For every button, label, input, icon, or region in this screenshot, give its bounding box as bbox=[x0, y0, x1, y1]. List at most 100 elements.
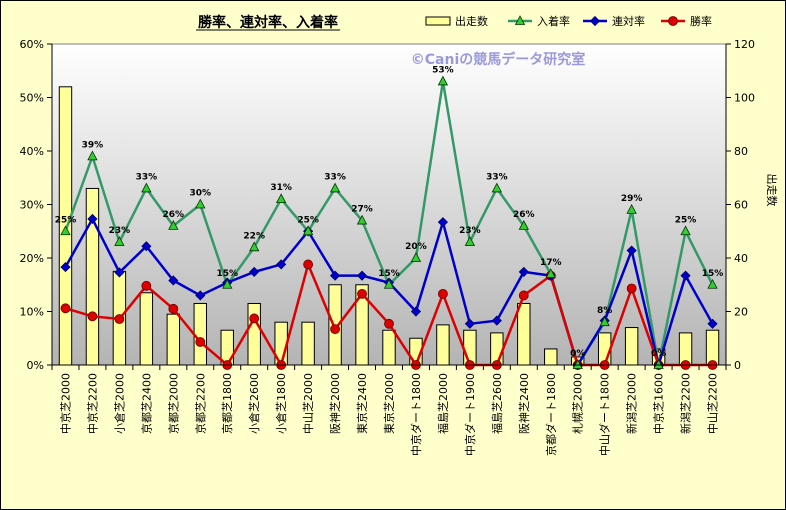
point bbox=[60, 225, 71, 236]
point bbox=[330, 270, 341, 281]
data-label: 25% bbox=[675, 215, 697, 225]
point bbox=[491, 182, 503, 193]
data-labels: 25% 39% 23% 33% 26% 30% 15% 22% 31% 25% 33% 27% 15% 2… bbox=[55, 65, 724, 359]
bar bbox=[705, 329, 720, 366]
x-tick-label: 新潟芝2200 bbox=[679, 373, 693, 434]
point bbox=[589, 15, 601, 27]
y2-tick-label: 60 bbox=[734, 199, 748, 212]
line-markers bbox=[60, 75, 718, 371]
point bbox=[464, 236, 476, 246]
point bbox=[668, 16, 678, 26]
chart-title: 勝率、連対率、入着率 bbox=[198, 14, 338, 31]
data-label: 26% bbox=[163, 210, 185, 220]
point bbox=[141, 182, 152, 193]
point bbox=[518, 220, 529, 230]
axes: 0% 10% 20% 30% 40% 50% 60% 0 20 40 60 80 100 120 中京芝20… bbox=[20, 38, 755, 456]
bar bbox=[139, 292, 154, 366]
data-label: 29% bbox=[621, 194, 643, 204]
point bbox=[707, 278, 718, 289]
x-tick-label: 中京芝1600 bbox=[652, 373, 666, 434]
point bbox=[60, 262, 71, 273]
data-label: 0% bbox=[570, 349, 585, 359]
x-tick-label: 東京芝2000 bbox=[382, 373, 396, 434]
data-label: 26% bbox=[513, 210, 535, 220]
bar-series bbox=[58, 86, 720, 366]
y-tick-label: 50% bbox=[20, 92, 44, 105]
data-label: 20% bbox=[405, 242, 427, 252]
legend-label: 勝率 bbox=[690, 14, 712, 28]
point bbox=[168, 220, 179, 230]
point bbox=[195, 290, 206, 301]
x-tick-label: 中山ダート1800 bbox=[598, 373, 612, 456]
point bbox=[222, 278, 233, 289]
point bbox=[168, 303, 179, 314]
point bbox=[141, 280, 152, 291]
x-tick-label: 京都ダート1800 bbox=[544, 373, 558, 456]
point bbox=[653, 359, 664, 369]
point bbox=[276, 259, 287, 270]
data-label: 0% bbox=[651, 349, 666, 359]
point bbox=[384, 318, 394, 329]
point bbox=[438, 288, 448, 299]
y-tick-label: 40% bbox=[20, 145, 44, 158]
legend: 出走数 入着率 連対率 勝率 bbox=[425, 14, 712, 28]
x-tick-label: 阪神芝2400 bbox=[517, 373, 531, 434]
data-label: 23% bbox=[459, 226, 481, 236]
point bbox=[626, 245, 637, 256]
data-label: 15% bbox=[702, 269, 724, 279]
y2-axis-title: 出走数 bbox=[765, 174, 779, 207]
point bbox=[464, 318, 475, 329]
x-tick-label: 京都芝2000 bbox=[166, 373, 180, 434]
point bbox=[329, 182, 341, 193]
y2-tick-label: 40 bbox=[734, 252, 748, 265]
data-label: 15% bbox=[378, 269, 400, 279]
point bbox=[437, 217, 448, 228]
point bbox=[626, 283, 637, 294]
point bbox=[87, 311, 98, 322]
data-label: 8% bbox=[597, 306, 612, 316]
point bbox=[514, 15, 526, 25]
x-tick-label: 阪神芝2000 bbox=[328, 373, 342, 434]
point bbox=[303, 259, 314, 270]
point bbox=[491, 315, 502, 326]
point bbox=[545, 268, 556, 278]
data-label: 33% bbox=[486, 172, 508, 182]
point bbox=[87, 213, 98, 225]
point bbox=[249, 313, 260, 324]
point bbox=[114, 314, 125, 324]
data-label: 33% bbox=[136, 172, 158, 182]
y-tick-label: 20% bbox=[20, 252, 44, 265]
data-label: 53% bbox=[432, 65, 454, 75]
x-tick-label: 京都芝1800 bbox=[220, 373, 234, 434]
point bbox=[302, 225, 314, 236]
y2-tick-label: 20 bbox=[734, 306, 748, 319]
point bbox=[330, 324, 340, 335]
point bbox=[168, 275, 179, 286]
x-tick-label: 新潟芝2000 bbox=[625, 373, 639, 434]
point bbox=[518, 266, 529, 277]
x-tick-label: 中京ダート1900 bbox=[463, 373, 477, 456]
point bbox=[680, 270, 691, 281]
data-label: 31% bbox=[270, 183, 292, 193]
y-tick-label: 10% bbox=[20, 306, 44, 319]
point bbox=[572, 359, 583, 369]
point bbox=[383, 278, 395, 289]
point bbox=[275, 193, 287, 204]
point bbox=[356, 270, 368, 281]
plot-area bbox=[51, 43, 727, 366]
legend-label: 連対率 bbox=[612, 14, 645, 28]
point bbox=[195, 337, 206, 347]
point bbox=[114, 267, 125, 278]
data-label: 27% bbox=[351, 205, 373, 215]
data-label: 39% bbox=[82, 140, 104, 150]
bar bbox=[301, 321, 315, 366]
data-label: 17% bbox=[540, 258, 562, 268]
x-tick-label: 中京ダート1800 bbox=[409, 373, 423, 456]
point bbox=[707, 318, 718, 329]
point bbox=[60, 303, 71, 314]
point bbox=[410, 252, 422, 262]
bar bbox=[517, 302, 531, 366]
point bbox=[410, 306, 422, 317]
x-tick-label: 東京芝2400 bbox=[355, 373, 369, 434]
